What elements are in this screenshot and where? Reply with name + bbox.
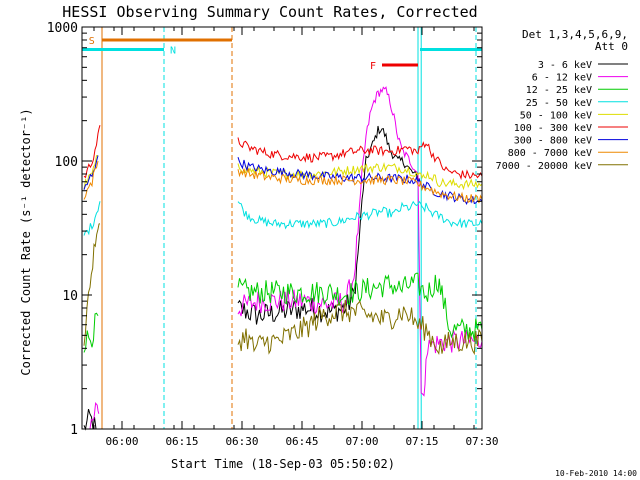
series-line-0 [83, 408, 97, 431]
series-line-5 [83, 125, 101, 179]
x-tick-label: 06:30 [225, 435, 258, 448]
flag-label: S [89, 36, 95, 47]
series-line-7 [83, 160, 99, 200]
series-line-4 [237, 162, 483, 191]
legend-label-7: 800 - 7000 keV [508, 148, 592, 159]
series-line-5 [237, 137, 483, 181]
legend-label-5: 100 - 300 keV [514, 123, 592, 134]
x-tick-label: 07:00 [345, 435, 378, 448]
legend-label-0: 3 - 6 keV [538, 60, 592, 71]
vertical-markers [81, 27, 477, 429]
x-tick-label: 06:00 [105, 435, 138, 448]
x-tick-label: 06:45 [285, 435, 318, 448]
flag-bars: S N F [82, 36, 482, 72]
axes: 06:00 06:15 06:30 06:45 07:00 07:15 07:30 1 10 10… [47, 21, 499, 448]
x-tick-label: 07:15 [405, 435, 438, 448]
series-line-1 [89, 401, 100, 430]
y-tick-label: 1000 [47, 21, 78, 36]
flag-label: F [370, 61, 376, 72]
legend-label-4: 50 - 100 keV [520, 110, 592, 121]
legend-label-3: 25 - 50 keV [526, 98, 592, 109]
legend-label-8: 7000 - 20000 keV [496, 161, 592, 172]
legend-label-6: 300 - 800 keV [514, 136, 592, 147]
series-line-7 [237, 167, 483, 204]
series-line-2 [83, 312, 99, 353]
series-line-1 [237, 86, 483, 397]
legend-header-line: Att 0 [595, 40, 628, 53]
x-tick-label: 07:30 [465, 435, 498, 448]
series-line-8 [237, 299, 483, 356]
y-tick-label: 100 [55, 155, 78, 170]
x-axis-label: Start Time (18-Sep-03 05:50:02) [171, 457, 395, 471]
y-tick-label: 10 [62, 289, 78, 304]
flag-label: N [170, 45, 176, 56]
series-line-8 [83, 223, 101, 346]
x-tick-label: 06:15 [165, 435, 198, 448]
footer-date: 10-Feb-2010 14:00 [555, 469, 637, 478]
series-lines [83, 86, 483, 431]
plot-frame [81, 26, 483, 430]
legend-label-2: 12 - 25 keV [526, 85, 592, 96]
legend-label-1: 6 - 12 keV [532, 73, 592, 84]
y-axis-label: Corrected Count Rate (s⁻¹ detector⁻¹) [19, 108, 33, 375]
y-tick-label: 1 [70, 423, 78, 438]
series-line-3 [237, 200, 483, 230]
series-line-6 [83, 155, 99, 190]
chart-title: HESSI Observing Summary Count Rates, Cor… [62, 3, 477, 21]
legend-header-line: Det 1,3,4,5,6,9, [522, 28, 628, 41]
series-line-2 [237, 272, 483, 342]
